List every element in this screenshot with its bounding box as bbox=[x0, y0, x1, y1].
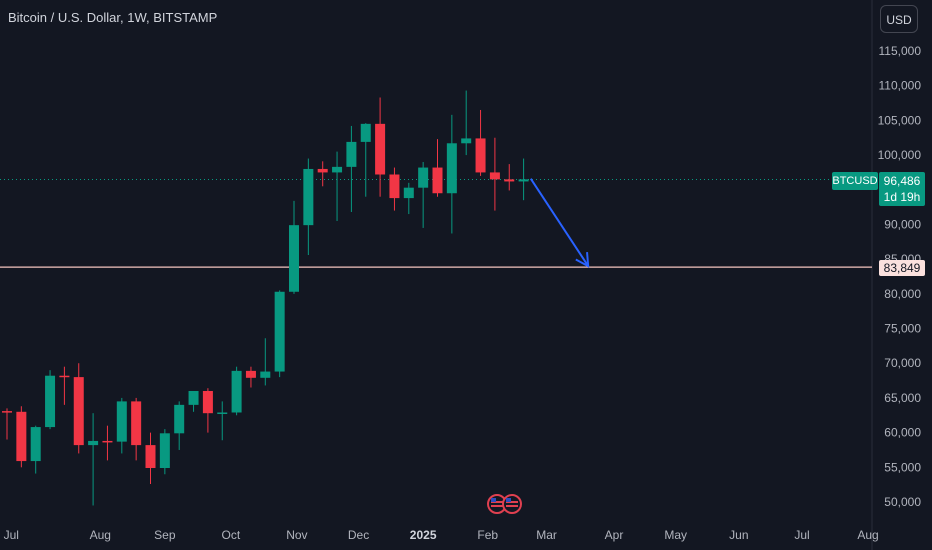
currency-button[interactable]: USD bbox=[880, 5, 918, 33]
candle-body[interactable] bbox=[260, 371, 271, 378]
candle-body[interactable] bbox=[504, 179, 515, 182]
candle-body[interactable] bbox=[30, 427, 41, 462]
candle-body[interactable] bbox=[45, 375, 56, 428]
candle-body[interactable] bbox=[188, 390, 199, 405]
x-tick-label: Aug bbox=[857, 528, 878, 542]
y-tick-label: 55,000 bbox=[884, 460, 921, 474]
candle-body[interactable] bbox=[174, 404, 185, 434]
y-tick-label: 90,000 bbox=[884, 217, 921, 231]
x-tick-label: 2025 bbox=[410, 528, 437, 542]
candle-body[interactable] bbox=[303, 168, 314, 226]
candle-body[interactable] bbox=[446, 143, 457, 194]
ticker-tag: BTCUSD bbox=[832, 172, 878, 190]
x-tick-label: May bbox=[664, 528, 687, 542]
last-price-tag: 96,486 1d 19h bbox=[879, 172, 925, 206]
x-tick-label: Oct bbox=[222, 528, 241, 542]
candle-body[interactable] bbox=[217, 412, 228, 414]
candle-body[interactable] bbox=[360, 123, 371, 142]
last-price-value: 96,486 bbox=[883, 174, 921, 188]
candle-body[interactable] bbox=[475, 138, 486, 173]
candle-body[interactable] bbox=[245, 370, 256, 378]
candle-body[interactable] bbox=[518, 179, 529, 182]
candle-body[interactable] bbox=[389, 174, 400, 199]
economic-event-icon[interactable] bbox=[502, 494, 522, 514]
y-tick-label: 100,000 bbox=[878, 148, 922, 162]
y-tick-label: 50,000 bbox=[884, 495, 921, 509]
candle-body[interactable] bbox=[59, 375, 70, 378]
candle-body[interactable] bbox=[202, 390, 213, 414]
x-tick-label: Jun bbox=[729, 528, 748, 542]
y-tick-label: 115,000 bbox=[879, 44, 922, 58]
x-tick-label: Jul bbox=[4, 528, 19, 542]
x-tick-label: Mar bbox=[536, 528, 557, 542]
y-tick-label: 80,000 bbox=[884, 287, 921, 301]
projection-arrow[interactable] bbox=[529, 178, 590, 267]
candle-body[interactable] bbox=[145, 445, 156, 469]
candle-body[interactable] bbox=[317, 168, 328, 173]
candle-body[interactable] bbox=[231, 370, 242, 413]
y-tick-label: 110,000 bbox=[879, 79, 922, 93]
flag-stripe bbox=[506, 505, 518, 507]
candle-body[interactable] bbox=[116, 401, 127, 442]
x-tick-label: Jul bbox=[794, 528, 809, 542]
candle-body[interactable] bbox=[461, 138, 472, 144]
candle-body[interactable] bbox=[159, 433, 170, 469]
level-price-tag: 83,849 bbox=[879, 260, 925, 276]
y-tick-label: 65,000 bbox=[884, 391, 921, 405]
candle-body[interactable] bbox=[403, 187, 414, 199]
x-tick-label: Aug bbox=[90, 528, 111, 542]
candle-body[interactable] bbox=[489, 172, 500, 180]
candle-body[interactable] bbox=[274, 291, 285, 372]
candle-body[interactable] bbox=[88, 440, 99, 446]
candle-body[interactable] bbox=[16, 411, 27, 462]
y-tick-label: 105,000 bbox=[878, 113, 922, 127]
bar-countdown: 1d 19h bbox=[883, 190, 921, 204]
x-tick-label: Feb bbox=[477, 528, 498, 542]
flag-stripe bbox=[491, 505, 503, 507]
y-tick-label: 75,000 bbox=[884, 322, 921, 336]
projection-arrowhead bbox=[575, 252, 590, 268]
candle-body[interactable] bbox=[73, 377, 84, 446]
candle-body[interactable] bbox=[432, 167, 443, 194]
flag-stripe bbox=[491, 501, 503, 503]
candle-body[interactable] bbox=[418, 167, 429, 188]
x-tick-label: Sep bbox=[154, 528, 176, 542]
x-tick-label: Dec bbox=[348, 528, 369, 542]
x-tick-label: Apr bbox=[605, 528, 624, 542]
y-tick-label: 60,000 bbox=[884, 426, 921, 440]
candle-body[interactable] bbox=[2, 411, 12, 413]
candle-body[interactable] bbox=[332, 166, 343, 173]
candle-body[interactable] bbox=[102, 440, 113, 443]
x-tick-label: Nov bbox=[286, 528, 307, 542]
candle-body[interactable] bbox=[346, 141, 357, 167]
chart-title: Bitcoin / U.S. Dollar, 1W, BITSTAMP bbox=[8, 10, 218, 25]
candle-body[interactable] bbox=[289, 225, 299, 292]
flag-canton bbox=[506, 498, 511, 502]
flag-canton bbox=[491, 498, 496, 502]
y-tick-label: 70,000 bbox=[884, 356, 921, 370]
flag-stripe bbox=[506, 501, 518, 503]
candle-body[interactable] bbox=[375, 123, 386, 175]
candle-body[interactable] bbox=[131, 401, 142, 446]
